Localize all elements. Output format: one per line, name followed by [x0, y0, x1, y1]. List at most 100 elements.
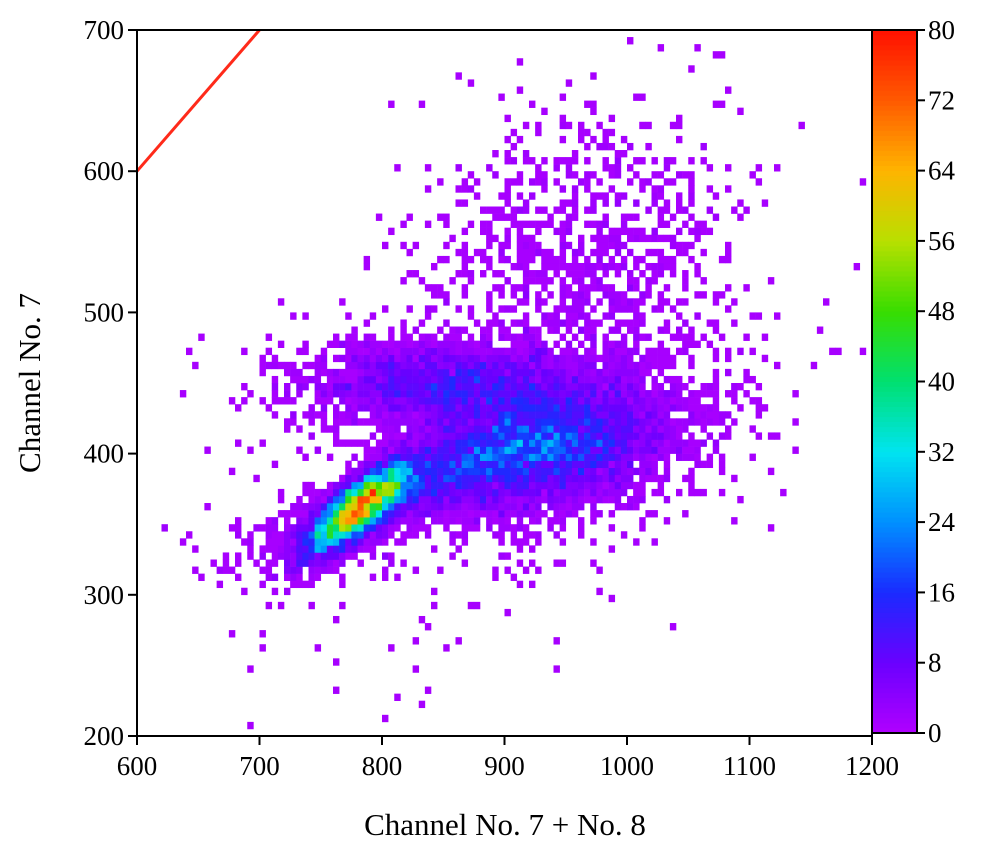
heatmap-cell	[639, 234, 646, 243]
heatmap-cell	[510, 524, 518, 532]
heatmap-cell	[608, 185, 616, 193]
heatmap-cell	[492, 439, 499, 447]
heatmap-cell	[277, 538, 285, 546]
heatmap-cell	[516, 234, 524, 243]
heatmap-cell	[473, 354, 481, 363]
heatmap-cell	[541, 368, 548, 377]
heatmap-cell	[608, 432, 616, 440]
heatmap-cell	[541, 375, 548, 384]
heatmap-cell	[547, 411, 554, 419]
heatmap-cell	[388, 453, 395, 461]
heatmap-cell	[375, 481, 383, 490]
heatmap-cell	[504, 227, 511, 236]
heatmap-cell	[412, 347, 420, 356]
heatmap-cell	[406, 439, 413, 447]
heatmap-cell	[406, 390, 413, 398]
heatmap-cell	[535, 270, 542, 278]
heatmap-cell	[431, 481, 438, 490]
heatmap-cell	[406, 404, 413, 412]
colorbar-band	[872, 692, 917, 699]
heatmap-cell	[339, 510, 346, 518]
colorbar-band	[872, 622, 917, 628]
heatmap-cell	[406, 397, 413, 405]
heatmap-cell	[718, 453, 726, 461]
colorbar-band	[872, 657, 917, 664]
heatmap-cell	[510, 474, 518, 483]
heatmap-cell	[406, 333, 413, 341]
heatmap-cell	[339, 552, 346, 560]
heatmap-cell	[461, 354, 469, 363]
heatmap-cell	[424, 347, 432, 356]
heatmap-cell	[498, 241, 505, 250]
heatmap-cell	[418, 347, 426, 356]
heatmap-cell	[333, 481, 340, 490]
heatmap-cell	[602, 397, 609, 405]
heatmap-cell	[284, 566, 291, 574]
heatmap-cell	[510, 383, 518, 391]
heatmap-cell	[535, 164, 542, 172]
heatmap-cell	[369, 354, 377, 363]
colorbar-band	[872, 311, 917, 317]
heatmap-cell	[437, 439, 444, 447]
heatmap-cell	[529, 488, 536, 497]
colorbar-band	[872, 567, 917, 573]
heatmap-cell	[682, 425, 689, 433]
colorbar-band	[872, 441, 917, 448]
heatmap-cell	[725, 305, 732, 313]
heatmap-cell	[584, 157, 591, 165]
heatmap-cell	[565, 171, 573, 179]
heatmap-cell	[547, 361, 554, 370]
colorbar-band	[872, 70, 917, 76]
heatmap-cell	[486, 361, 493, 370]
colorbar-band	[872, 481, 917, 488]
heatmap-cell	[418, 432, 426, 440]
heatmap-cell	[694, 488, 701, 497]
colorbar-band	[872, 542, 917, 548]
heatmap-cell	[529, 241, 536, 250]
heatmap-cell	[339, 573, 346, 581]
heatmap-cell	[529, 220, 536, 228]
heatmap-cell	[620, 503, 628, 511]
heatmap-cell	[486, 368, 493, 377]
heatmap-cell	[627, 248, 634, 257]
heatmap-cell	[535, 368, 542, 377]
heatmap-cell	[553, 178, 560, 186]
heatmap-cell	[339, 559, 346, 567]
heatmap-cell	[725, 368, 732, 377]
heatmap-cell	[510, 411, 518, 419]
heatmap-cell	[853, 262, 861, 271]
heatmap-cell	[382, 397, 389, 405]
heatmap-cell	[461, 495, 469, 504]
heatmap-cell	[320, 510, 328, 518]
heatmap-cell	[645, 368, 652, 377]
heatmap-cell	[394, 404, 401, 412]
heatmap-cell	[725, 347, 732, 356]
heatmap-cell	[382, 383, 389, 391]
heatmap-cell	[559, 157, 567, 165]
heatmap-cell	[522, 326, 530, 334]
heatmap-cell	[749, 171, 756, 179]
heatmap-cell	[694, 418, 701, 426]
heatmap-cell	[498, 404, 505, 412]
heatmap-cell	[480, 361, 487, 370]
heatmap-cell	[418, 375, 426, 384]
heatmap-cell	[290, 524, 297, 532]
colorbar-band	[872, 471, 917, 478]
heatmap-cell	[290, 397, 297, 405]
heatmap-cell	[400, 390, 407, 398]
heatmap-cell	[302, 524, 309, 532]
heatmap-cell	[363, 368, 371, 377]
heatmap-cell	[363, 397, 371, 405]
heatmap-cell	[651, 248, 658, 257]
heatmap-cell	[614, 460, 622, 469]
heatmap-cell	[473, 453, 481, 461]
heatmap-cell	[486, 206, 493, 214]
heatmap-cell	[571, 262, 579, 271]
heatmap-cell	[547, 390, 554, 398]
heatmap-cell	[608, 262, 616, 271]
heatmap-cell	[614, 432, 622, 440]
heatmap-cell	[504, 566, 511, 574]
heatmap-cell	[363, 319, 371, 327]
heatmap-cell	[535, 503, 542, 511]
heatmap-cell	[633, 481, 640, 490]
